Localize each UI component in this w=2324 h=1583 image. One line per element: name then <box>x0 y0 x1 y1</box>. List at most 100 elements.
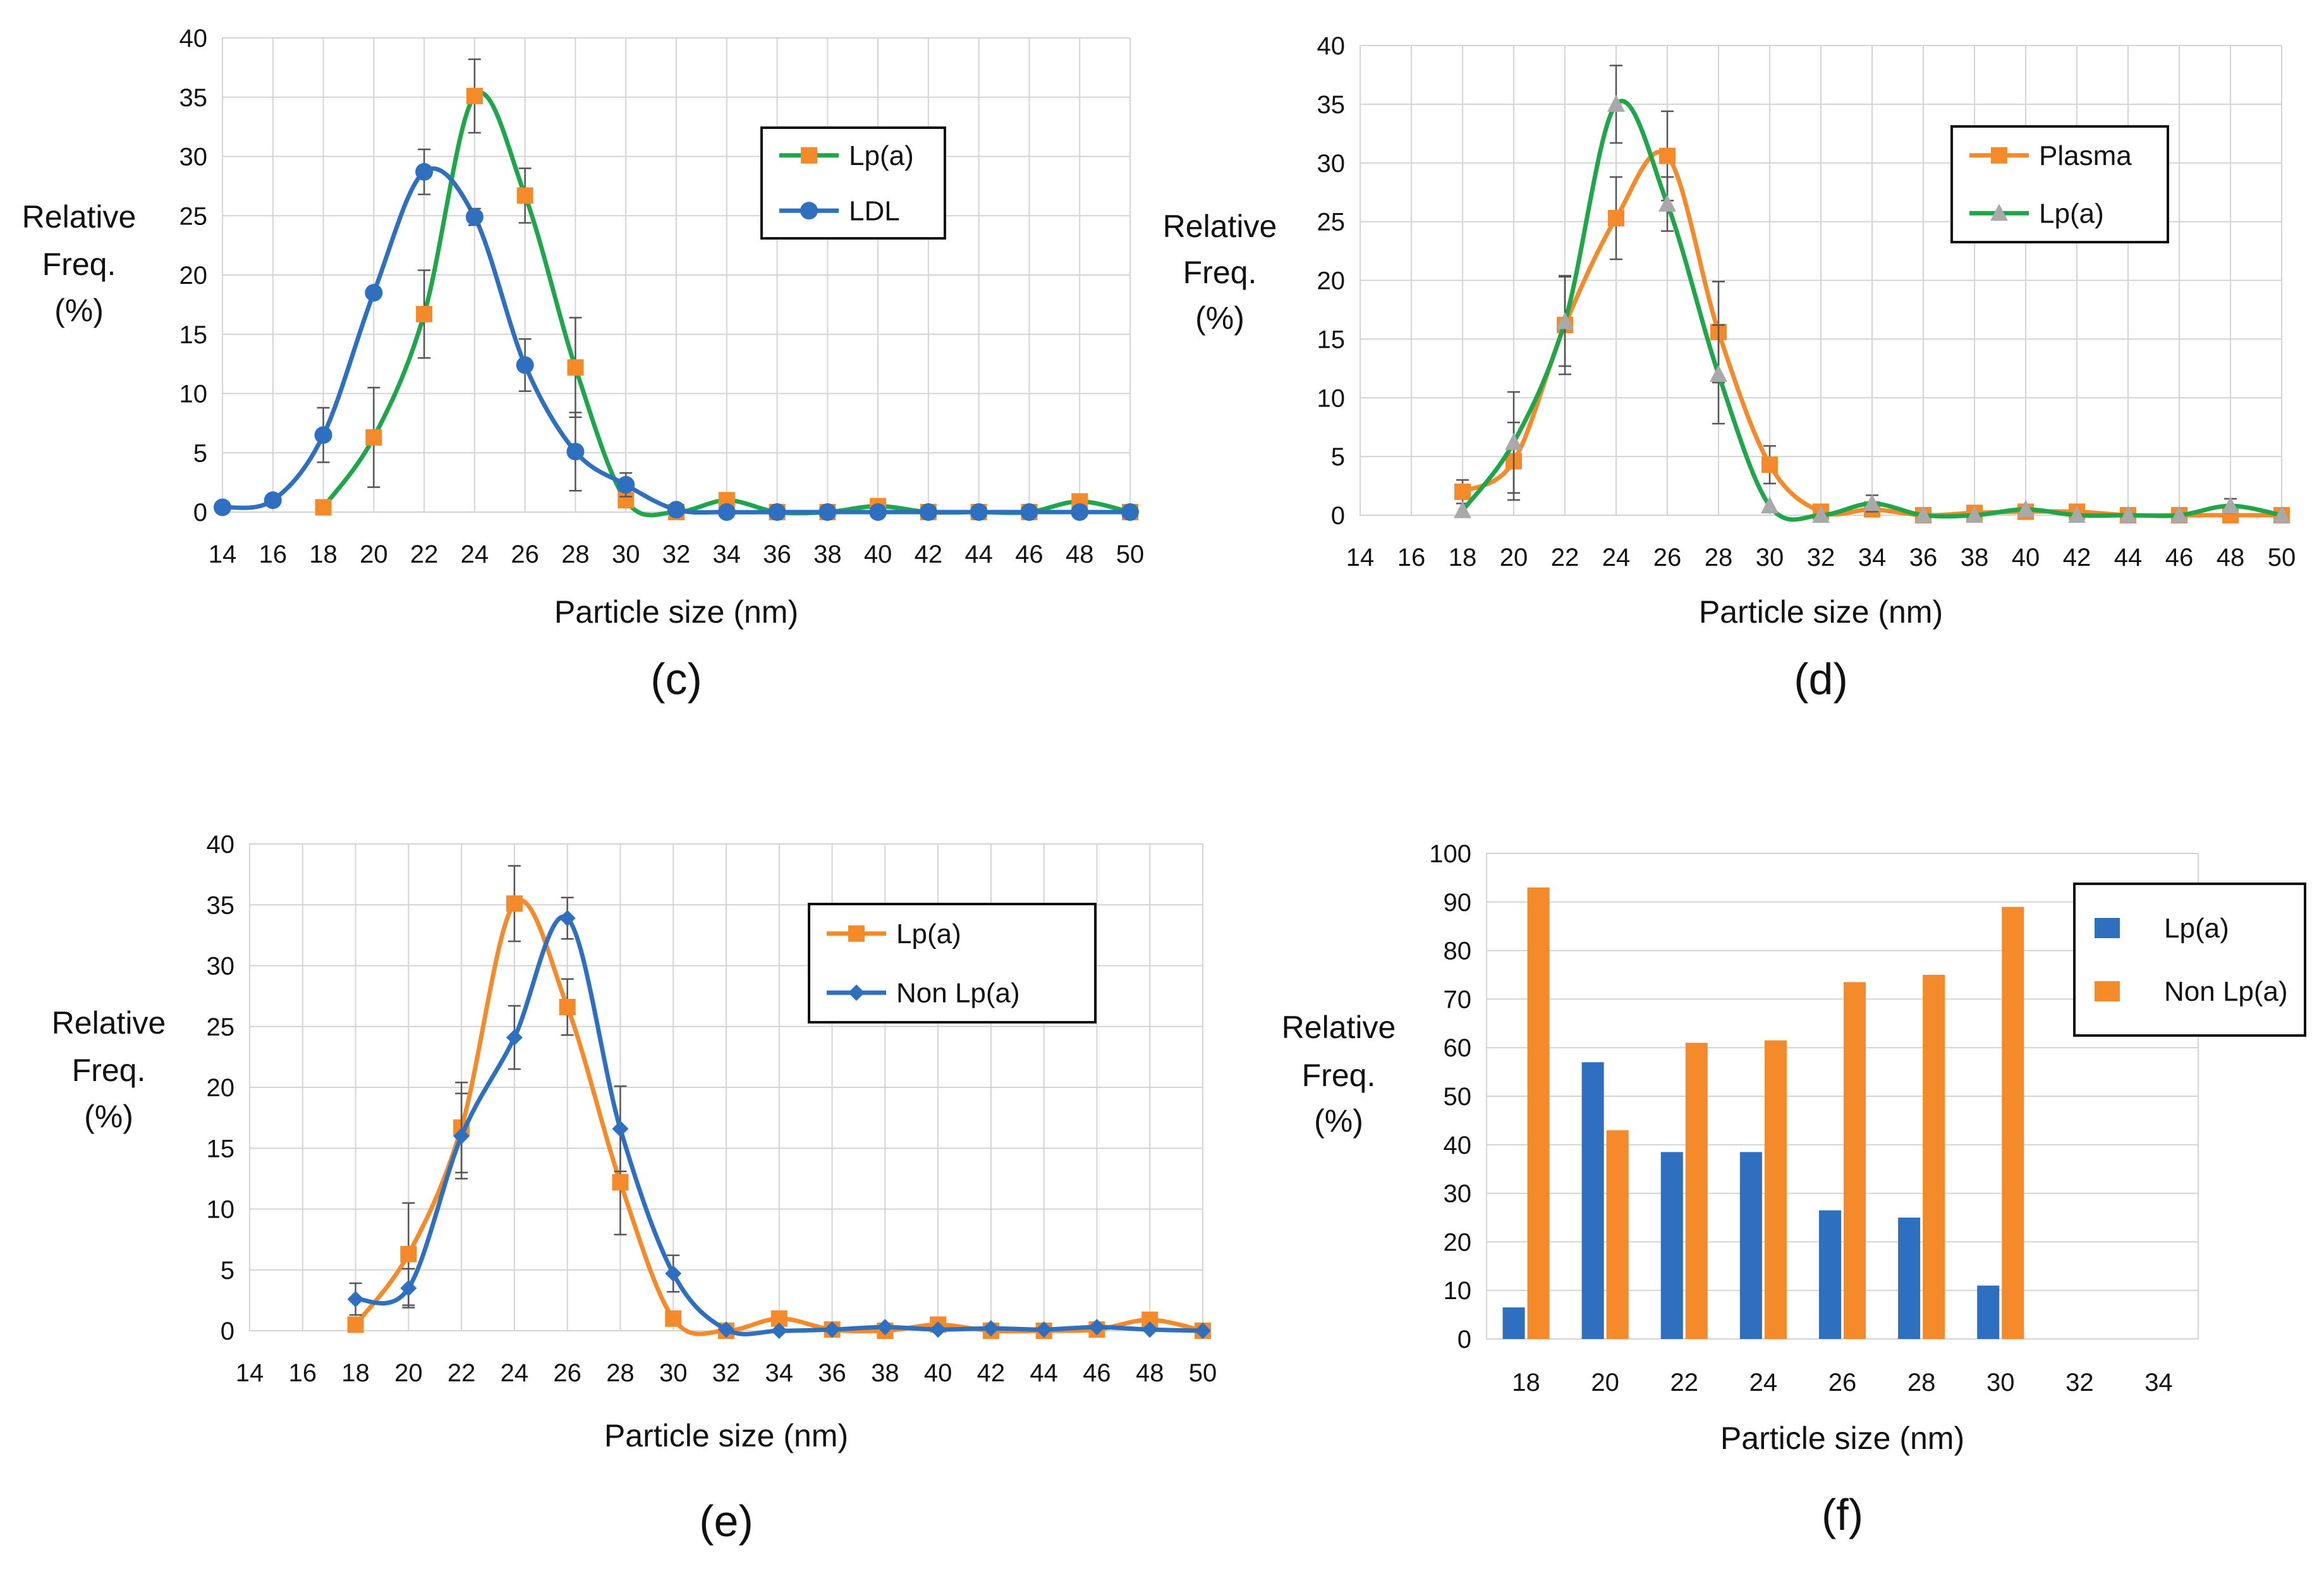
x-tick-label: 34 <box>2145 1369 2173 1397</box>
y-tick-label: 20 <box>1317 267 1346 295</box>
legend-label: Non Lp(a) <box>2164 976 2288 1007</box>
series-ldl <box>214 149 1139 521</box>
x-tick-label: 46 <box>1015 541 1043 568</box>
legend: Lp(a) Non Lp(a) <box>808 903 1097 1024</box>
data-point <box>465 208 484 226</box>
data-point <box>416 305 433 322</box>
y-axis-title: (%) <box>54 293 104 328</box>
legend-box <box>760 126 946 240</box>
bar <box>1898 1218 1921 1339</box>
data-point <box>566 443 585 461</box>
x-axis-title: Particle size (nm) <box>554 594 798 630</box>
x-tick-label: 28 <box>606 1359 635 1387</box>
x-tick-label: 48 <box>1136 1359 1164 1387</box>
y-axis-title: Relative <box>1163 209 1277 244</box>
y-axis-title: Relative <box>52 1005 166 1041</box>
bar <box>1923 975 1945 1339</box>
legend: Plasma Lp(a) <box>1950 125 2169 243</box>
data-point <box>315 499 332 516</box>
y-tick-label: 10 <box>179 381 208 408</box>
data-point <box>824 1321 841 1338</box>
data-point <box>1454 483 1471 500</box>
data-point <box>768 503 786 521</box>
data-point <box>818 503 837 521</box>
data-point <box>516 187 533 204</box>
x-tick-label: 46 <box>2165 544 2194 571</box>
y-tick-label: 20 <box>179 262 208 290</box>
x-tick-label: 14 <box>209 541 237 568</box>
y-tick-label: 5 <box>1331 443 1345 471</box>
data-point <box>567 359 584 376</box>
data-point <box>506 895 523 912</box>
y-axis-title: (%) <box>1195 300 1244 336</box>
data-point <box>347 1316 364 1333</box>
y-tick-label: 0 <box>1457 1326 1471 1354</box>
series-lp-a- <box>1502 1062 2000 1339</box>
x-tick-label: 26 <box>1828 1369 1857 1397</box>
series-line <box>222 166 1130 515</box>
bar <box>1581 1062 1604 1339</box>
x-tick-label: 22 <box>410 541 439 568</box>
y-tick-label: 0 <box>1331 502 1345 530</box>
x-tick-label: 30 <box>612 541 640 568</box>
y-axis-title: Freq. <box>72 1053 146 1088</box>
y-tick-label: 15 <box>207 1135 235 1163</box>
y-tick-label: 30 <box>1444 1180 1472 1208</box>
legend-swatch <box>2095 918 2120 938</box>
x-tick-label: 30 <box>1986 1369 2015 1397</box>
data-point <box>365 284 383 302</box>
x-tick-label: 18 <box>1512 1369 1540 1397</box>
data-point <box>930 1321 947 1338</box>
data-point <box>617 475 635 494</box>
y-axis-title: Freq. <box>1183 255 1257 290</box>
data-point <box>453 1128 470 1144</box>
x-tick-label: 34 <box>1858 544 1887 571</box>
legend-marker <box>848 984 865 1001</box>
y-tick-label: 35 <box>207 891 235 919</box>
x-tick-label: 20 <box>1591 1369 1619 1397</box>
x-tick-label: 44 <box>964 541 993 568</box>
x-tick-label: 34 <box>713 541 741 568</box>
data-point <box>1607 94 1625 112</box>
data-point <box>2273 506 2291 523</box>
y-axis-title: Freq. <box>1302 1058 1376 1093</box>
x-tick-label: 28 <box>1907 1369 1936 1397</box>
x-tick-label: 22 <box>1551 544 1579 571</box>
x-tick-label: 26 <box>511 541 539 568</box>
data-point <box>1454 501 1471 518</box>
x-tick-label: 28 <box>561 541 590 568</box>
series-non-lp-a- <box>347 896 1211 1339</box>
data-point <box>347 1290 364 1307</box>
chart-c: 0 5 10 15 20 25 30 35 40 14 16 18 20 22 24 26 28 30 32 34 36… <box>22 25 1145 704</box>
x-tick-label: 50 <box>1116 541 1145 568</box>
data-point <box>516 356 534 374</box>
data-point <box>1863 494 1881 511</box>
data-point <box>665 1265 682 1282</box>
legend-label: Lp(a) <box>849 140 914 171</box>
data-point <box>415 162 434 181</box>
chart-f: 0 10 20 30 40 50 60 70 80 90 100 18 20 22 24 26 28 30 32 34… <box>1282 840 2306 1539</box>
x-tick-label: 44 <box>2114 544 2143 571</box>
legend-label: Lp(a) <box>2039 198 2104 229</box>
y-tick-label: 35 <box>179 84 208 112</box>
y-axis-title: (%) <box>1314 1103 1363 1139</box>
y-tick-label: 15 <box>179 321 208 349</box>
y-tick-label: 20 <box>1444 1228 1472 1256</box>
x-tick-label: 34 <box>765 1359 794 1387</box>
data-point <box>1710 365 1727 382</box>
data-point <box>919 503 937 521</box>
y-tick-label: 10 <box>207 1196 235 1224</box>
bar <box>1685 1042 1708 1339</box>
x-tick-label: 20 <box>1500 544 1528 571</box>
data-point <box>612 1120 629 1137</box>
data-point <box>559 910 576 927</box>
bar <box>2002 907 2024 1339</box>
x-tick-label: 42 <box>915 541 943 568</box>
data-point <box>1761 456 1778 474</box>
data-point <box>1505 432 1523 450</box>
x-tick-label: 42 <box>977 1359 1006 1387</box>
x-tick-label: 38 <box>813 541 842 568</box>
y-tick-label: 15 <box>1317 326 1346 353</box>
data-point <box>1556 312 1574 329</box>
